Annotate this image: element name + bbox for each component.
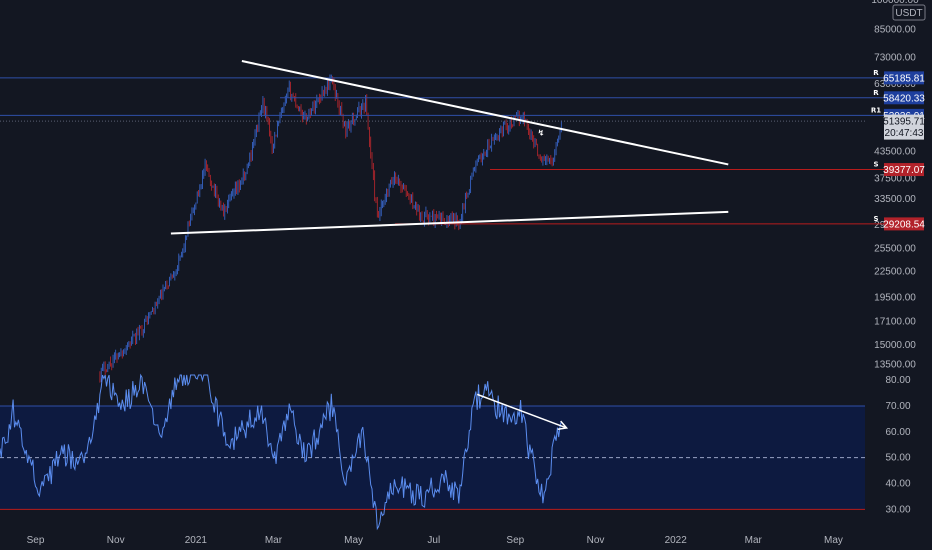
rsi-line bbox=[0, 373, 562, 531]
price-tick-label: 25500.00 bbox=[874, 244, 916, 255]
time-tick-label: Jul bbox=[427, 535, 440, 546]
rsi-tick-label: 70.00 bbox=[885, 401, 910, 412]
time-tick-label: Sep bbox=[506, 535, 524, 546]
currency-selector[interactable]: USDT bbox=[892, 4, 926, 21]
time-tick-label: May bbox=[824, 535, 843, 546]
time-tick-label: Nov bbox=[587, 535, 605, 546]
price-tick-label: 13500.00 bbox=[874, 359, 916, 370]
price-candles bbox=[99, 74, 562, 383]
resistance-price-badge bbox=[884, 91, 924, 105]
price-tick-label: 43500.00 bbox=[874, 146, 916, 157]
rsi-tick-label: 50.00 bbox=[885, 453, 910, 464]
event-marker-icon[interactable]: ↯ bbox=[538, 128, 545, 137]
time-tick-label: 2021 bbox=[185, 535, 208, 546]
time-tick-label: 2022 bbox=[665, 535, 688, 546]
level-tag: S bbox=[873, 161, 878, 169]
rsi-indicator bbox=[0, 373, 569, 531]
price-tick-label: 15000.00 bbox=[874, 340, 916, 351]
rsi-tick-label: 60.00 bbox=[885, 427, 910, 438]
price-tick-label: 33500.00 bbox=[874, 194, 916, 205]
rsi-divergence-line[interactable] bbox=[476, 393, 567, 429]
support-price-badge bbox=[884, 217, 924, 231]
time-axis: Sep Nov 2021 Mar May Jul Sep Nov 2022 Mar May bbox=[27, 535, 843, 546]
time-tick-label: May bbox=[344, 535, 363, 546]
price-tick-label: 85000.00 bbox=[874, 25, 916, 36]
price-tick-label: 22500.00 bbox=[874, 266, 916, 277]
level-tag: S bbox=[873, 215, 878, 223]
level-price-label: 39377.07 bbox=[883, 165, 925, 176]
trendline[interactable] bbox=[241, 60, 729, 166]
rsi-tick-label: 80.00 bbox=[885, 375, 910, 386]
rsi-tick-label: 40.00 bbox=[885, 479, 910, 490]
trendlines bbox=[170, 60, 729, 235]
price-tick-labels: 100000.00 85000.00 73000.00 63000.00 43500.0… bbox=[871, 0, 919, 370]
level-tag: R1 bbox=[871, 106, 881, 114]
current-price-badge bbox=[884, 114, 924, 140]
price-tick-label: 19500.00 bbox=[874, 292, 916, 303]
time-tick-label: Sep bbox=[27, 535, 45, 546]
trendline[interactable] bbox=[170, 210, 729, 235]
rsi-tick-label: 30.00 bbox=[885, 504, 910, 515]
price-tick-label: 63000.00 bbox=[874, 79, 916, 90]
level-price-label: 58420.33 bbox=[883, 93, 925, 104]
time-tick-label: Nov bbox=[107, 535, 125, 546]
level-price-label: 65185.81 bbox=[883, 73, 925, 84]
current-price-label: 51395.71 bbox=[883, 117, 925, 128]
arrow-head-icon bbox=[557, 420, 569, 430]
time-tick-label: Mar bbox=[265, 535, 283, 546]
time-tick-label: Mar bbox=[745, 535, 763, 546]
misc-overlays: ↯ bbox=[538, 128, 545, 137]
level-tag: R bbox=[873, 89, 879, 97]
currency-label: USDT bbox=[895, 8, 922, 19]
price-tick-label: 73000.00 bbox=[874, 52, 916, 63]
price-tick-label: 17100.00 bbox=[874, 316, 916, 327]
price-badges: 65185.8158420.3353036.0139377.0729208.54… bbox=[883, 71, 925, 231]
price-tick-label: 100000.00 bbox=[871, 0, 919, 6]
level-price-label: 29208.54 bbox=[883, 219, 925, 230]
support-price-badge bbox=[884, 163, 924, 177]
candle-countdown: 20:47:43 bbox=[885, 128, 924, 139]
support-resistance-lines: R R R1 S S bbox=[0, 69, 885, 225]
price-tick-label: 37500.00 bbox=[874, 173, 916, 184]
resistance-price-badge bbox=[884, 71, 924, 85]
level-tag: R bbox=[873, 69, 879, 77]
